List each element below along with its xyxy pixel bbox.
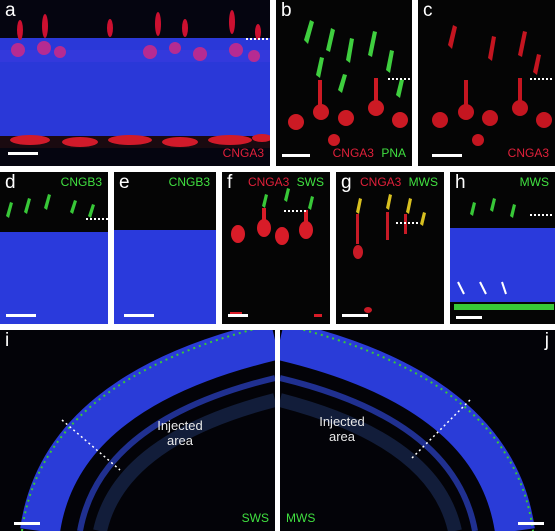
panel-d-micrograph: [0, 172, 108, 324]
panel-f-scale-bar: [228, 314, 248, 317]
panel-h-layer-marker: [530, 214, 552, 216]
panel-b-stain-pna: PNA: [381, 146, 406, 160]
panel-j-scale-bar: [518, 522, 544, 525]
panel-h-label: h: [455, 172, 466, 193]
panel-a-stain-cnga3: CNGA3: [222, 146, 264, 160]
panel-j-stain-mws: MWS: [286, 511, 316, 525]
panel-c: c CNGA3: [418, 0, 555, 166]
panel-i: i Injected area SWS: [0, 330, 275, 531]
panel-g-micrograph: [336, 172, 444, 324]
panel-i-label: i: [5, 330, 10, 351]
panel-f-micrograph: [222, 172, 330, 324]
panel-h-scale-bar: [456, 316, 482, 319]
panel-b: b CNGA3 PNA: [276, 0, 412, 166]
panel-b-stain-cnga3: CNGA3: [332, 146, 374, 160]
panel-b-stains: CNGA3 PNA: [329, 147, 406, 160]
panel-e-stain-cngb3: CNGB3: [168, 175, 210, 189]
panel-g-layer-marker: [396, 222, 418, 224]
panel-j: j Injected area MWS: [280, 330, 555, 531]
panel-c-label: c: [423, 0, 433, 21]
panel-i-stain-sws: SWS: [241, 511, 269, 525]
panel-g-stains: CNGA3 MWS: [356, 176, 438, 189]
panel-f-stain-sws: SWS: [296, 175, 324, 189]
panel-a-micrograph: [0, 0, 270, 166]
panel-a-label: a: [5, 0, 16, 21]
panel-f: f CNGA3 SWS: [222, 172, 330, 324]
panel-g-label: g: [341, 172, 352, 193]
panel-a: a CNGA3: [0, 0, 270, 166]
panel-b-label: b: [281, 0, 292, 21]
panel-j-injected-area: Injected area: [319, 414, 365, 444]
panel-h-stain-mws: MWS: [519, 175, 549, 189]
panel-g: g CNGA3 MWS: [336, 172, 444, 324]
panel-e: e CNGB3: [114, 172, 216, 324]
panel-a-scale-bar: [8, 152, 38, 155]
panel-i-micrograph: [0, 330, 275, 531]
panel-b-scale-bar: [282, 154, 310, 157]
panel-h-micrograph: [450, 172, 555, 324]
panel-d-stain-cngb3: CNGB3: [60, 175, 102, 189]
panel-h: h MWS: [450, 172, 555, 324]
panel-c-micrograph: [418, 0, 555, 166]
panel-g-stain-cnga3: CNGA3: [359, 175, 402, 189]
panel-b-micrograph: [276, 0, 412, 166]
panel-j-micrograph: [280, 330, 555, 531]
panel-i-injected-area: Injected area: [157, 418, 203, 448]
panel-d-layer-marker: [86, 218, 108, 220]
panel-j-label: j: [544, 330, 549, 351]
panel-a-layer-marker: [246, 38, 268, 40]
panel-i-scale-bar: [14, 522, 40, 525]
panel-g-scale-bar: [342, 314, 368, 317]
panel-e-micrograph: [114, 172, 216, 324]
panel-c-layer-marker: [530, 78, 552, 80]
panel-d-scale-bar: [6, 314, 36, 317]
panel-c-scale-bar: [432, 154, 462, 157]
panel-c-stain-cnga3: CNGA3: [507, 146, 549, 160]
panel-d-label: d: [5, 172, 16, 193]
panel-g-stain-mws: MWS: [408, 175, 438, 189]
panel-f-stain-cnga3: CNGA3: [247, 175, 290, 189]
panel-e-label: e: [119, 172, 130, 193]
panel-f-label: f: [227, 172, 233, 193]
panel-f-layer-marker: [284, 210, 306, 212]
panel-e-scale-bar: [124, 314, 154, 317]
panel-b-layer-marker: [388, 78, 410, 80]
panel-f-stains: CNGA3 SWS: [244, 176, 324, 189]
panel-d: d CNGB3: [0, 172, 108, 324]
